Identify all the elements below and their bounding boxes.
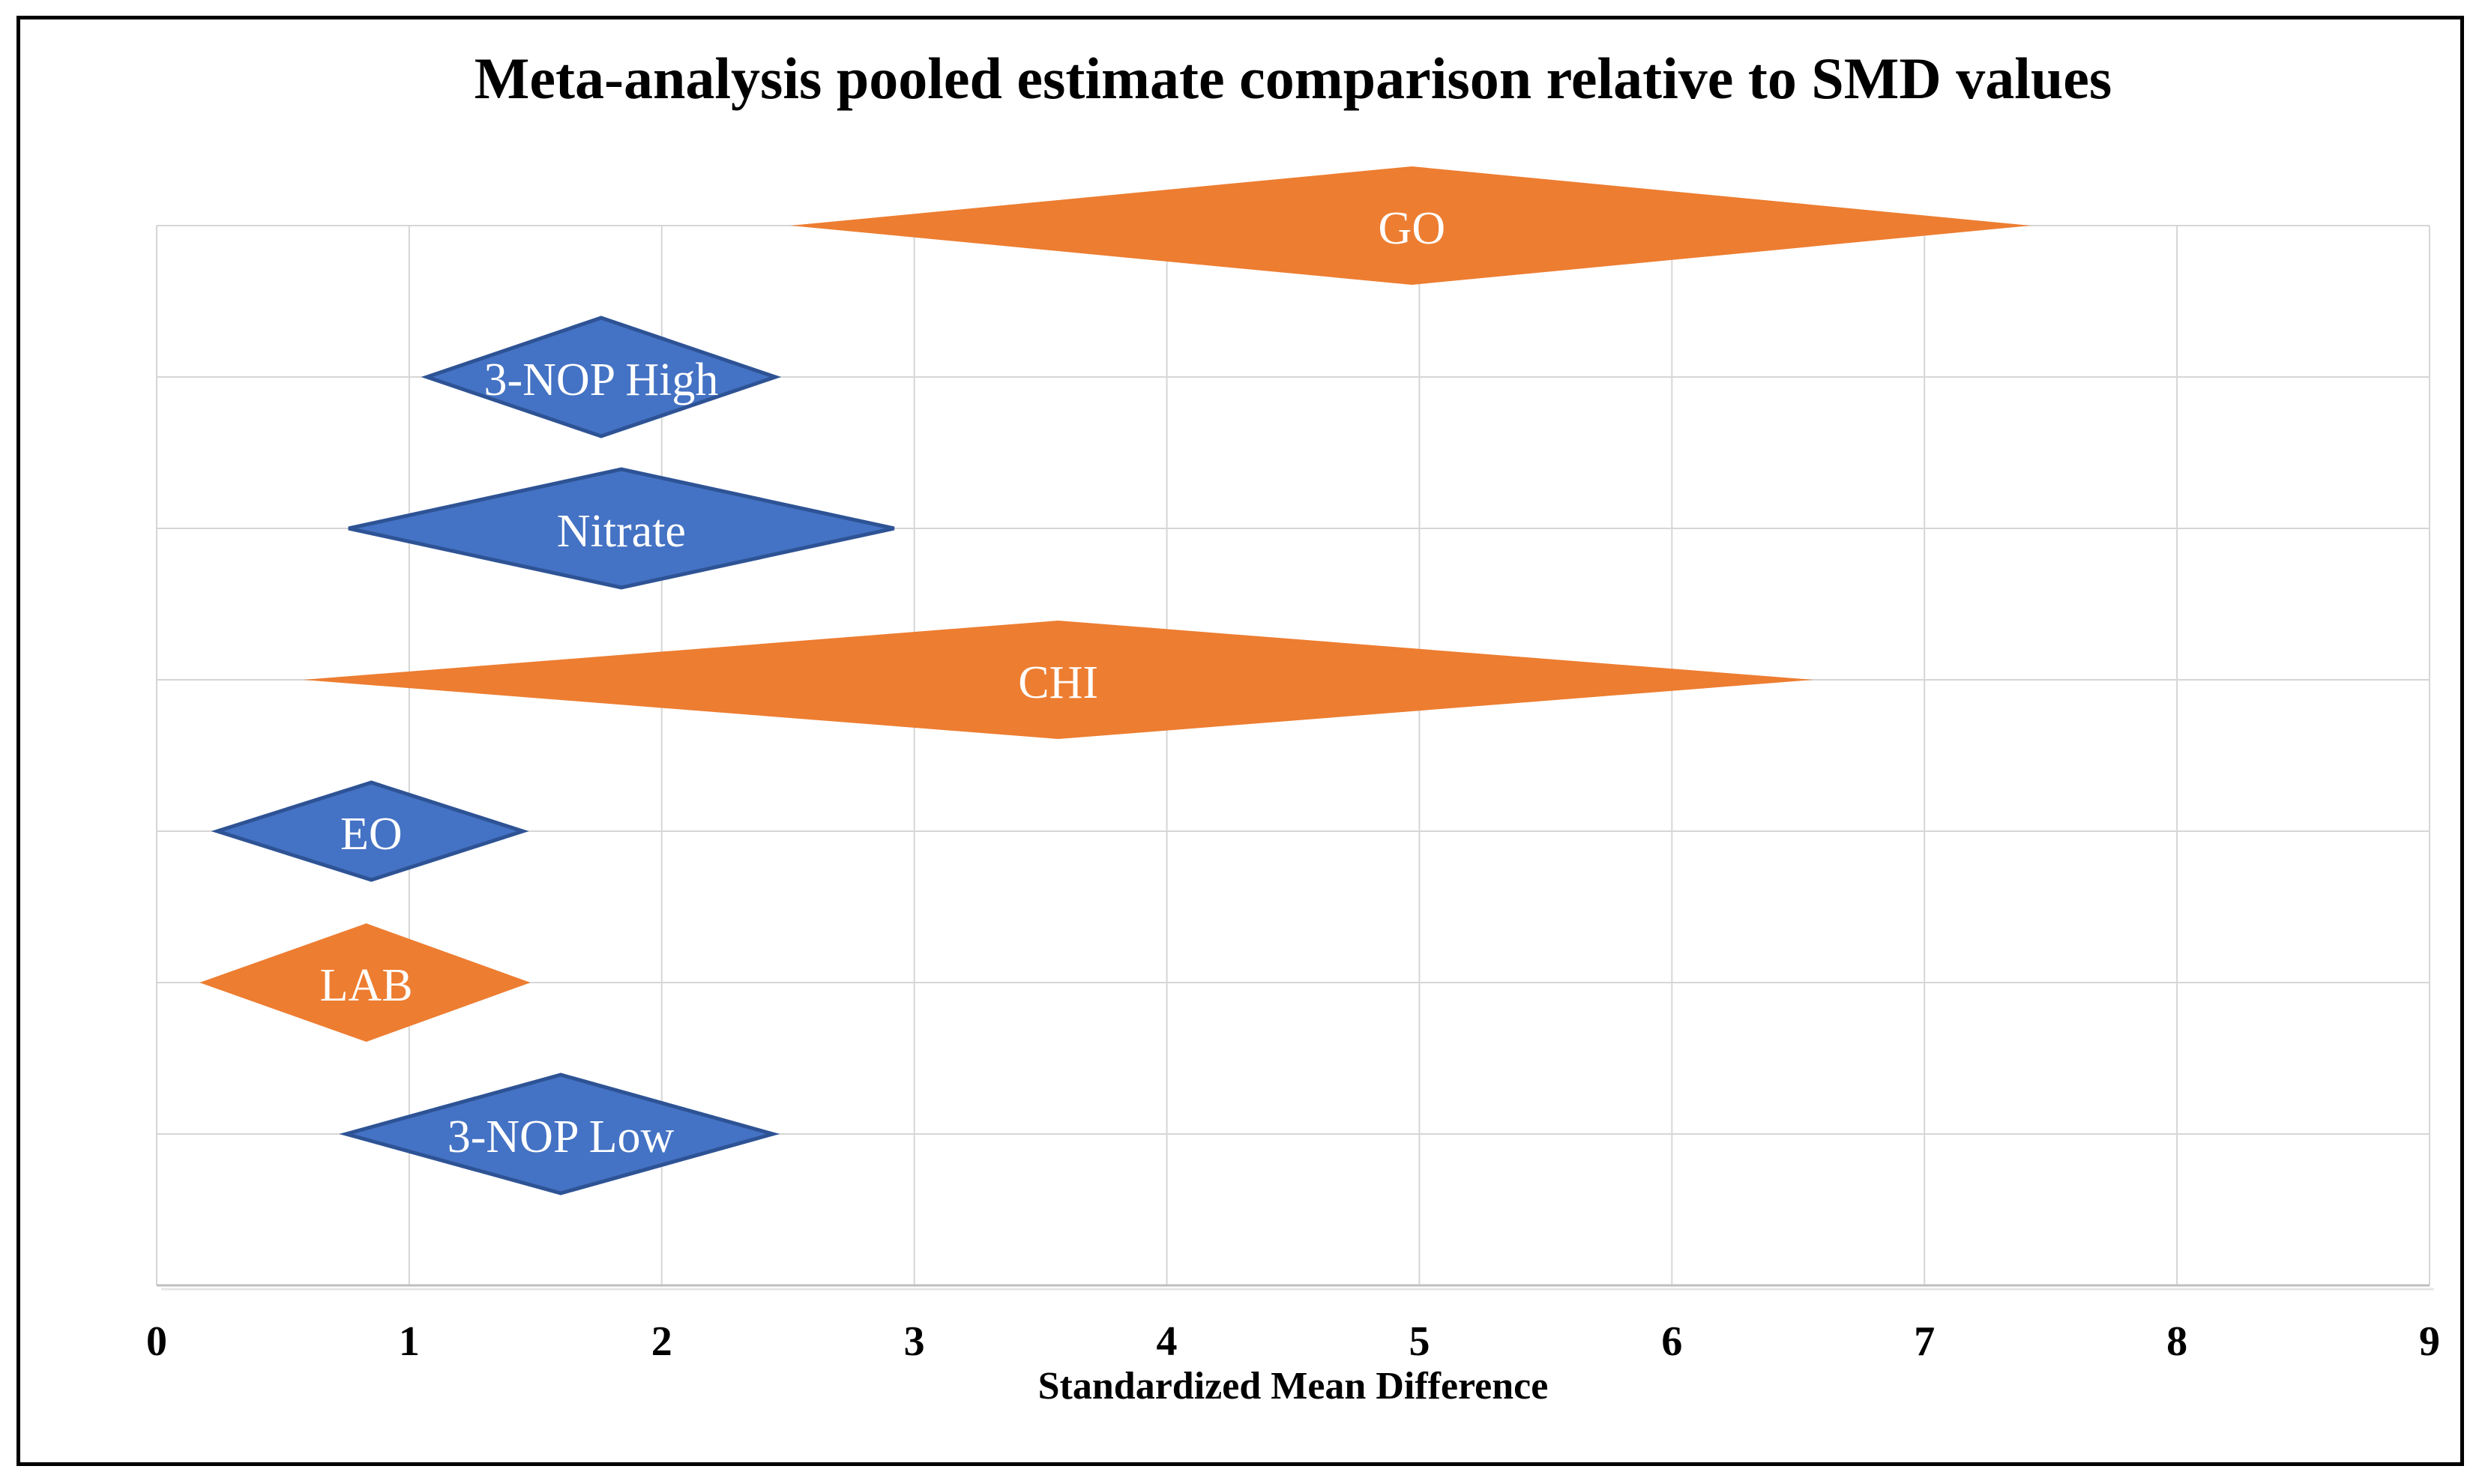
x-tick-label-2: 2 [651, 1318, 672, 1365]
x-tick-label-0: 0 [146, 1318, 167, 1365]
x-tick-label-4: 4 [1157, 1318, 1178, 1365]
diamond-3-nop-low [339, 1073, 780, 1195]
diamond-nitrate [348, 467, 895, 590]
diamond-label-chi: CHI [1018, 657, 1098, 708]
diamond-label-lab: LAB [320, 960, 413, 1011]
diamond-label-3-nop-low: 3-NOP Low [448, 1112, 675, 1162]
x-tick-label-5: 5 [1409, 1318, 1430, 1365]
diamond-label-eo: EO [340, 809, 403, 860]
diamond-go [790, 166, 2031, 285]
x-tick-label-9: 9 [2419, 1318, 2440, 1365]
x-tick-label-6: 6 [1661, 1318, 1682, 1365]
diamond-label-3-nop-high: 3-NOP High [484, 355, 718, 405]
x-tick-label-3: 3 [904, 1318, 925, 1365]
x-axis-title: Standardized Mean Difference [1037, 1365, 1549, 1408]
diamond-eo [211, 780, 529, 882]
x-tick-label-8: 8 [2166, 1318, 2187, 1365]
x-tick-label-1: 1 [399, 1318, 420, 1365]
diamond-chi [303, 621, 1813, 739]
chart-title: Meta-analysis pooled estimate comparison… [474, 46, 2112, 111]
diamond-lab [199, 923, 531, 1042]
diamond-label-go: GO [1379, 203, 1446, 254]
diamond-3-nop-high [421, 316, 782, 438]
x-tick-label-7: 7 [1914, 1318, 1935, 1365]
diamond-label-nitrate: Nitrate [557, 506, 686, 557]
